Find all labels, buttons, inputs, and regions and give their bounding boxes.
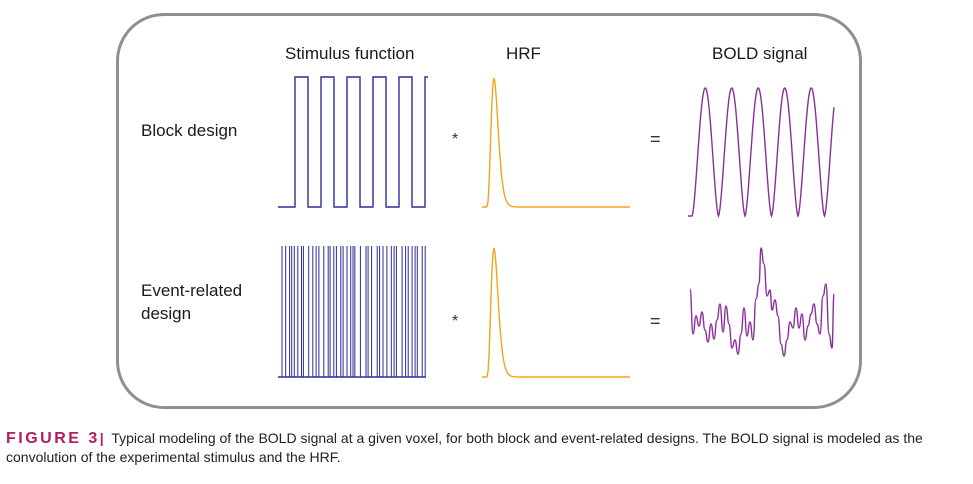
header-bold-signal: BOLD signal [712,44,808,63]
header-hrf: HRF [506,44,541,63]
convolve-operator-event: * [452,313,459,330]
row-label-event-related-line1: Event-related [141,281,243,300]
equals-operator-block: = [650,129,661,149]
event-stimulus-spikes [278,246,426,378]
convolve-operator-block: * [452,131,459,148]
figure-label: FIGURE 3 [6,430,100,447]
event-bold-plot [689,247,835,357]
block-hrf-plot [482,77,630,208]
equals-operator-event: = [650,311,661,331]
event-bold-curve [689,247,835,357]
block-hrf-curve [482,77,630,208]
header-stimulus-function: Stimulus function [285,44,415,63]
row-label-block-design: Block design [141,121,238,140]
row-label-event-related-line2: design [141,304,192,323]
event-stimulus-plot [278,246,426,378]
caption-text: Typical modeling of the BOLD signal at a… [6,430,923,465]
block-bold-curve [688,87,835,219]
event-hrf-plot [482,247,630,378]
figure-caption: FIGURE 3| Typical modeling of the BOLD s… [6,429,966,467]
block-bold-plot [688,87,835,219]
block-stimulus-plot [278,76,428,208]
event-hrf-curve [482,247,630,378]
caption-separator: | [99,430,104,446]
block-stimulus-boxcar [278,76,428,208]
